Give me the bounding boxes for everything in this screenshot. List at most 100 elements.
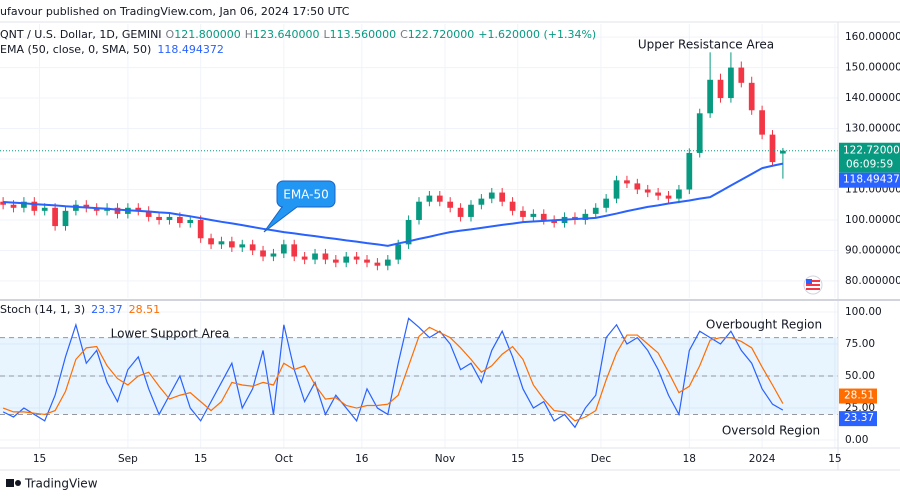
candle-body [135,207,142,211]
candle-body [166,216,173,220]
value-badge-label: 28.51 [844,390,874,402]
x-tick-label: Dec [591,453,612,465]
value-badge [839,411,877,427]
candle-body [655,192,661,196]
candle-body [582,213,589,220]
stoch-line [2,326,784,422]
candle-body [10,204,17,208]
candle-body [395,244,402,260]
publish-note: ufavour published on TradingView.com, Ja… [0,5,350,18]
candle-body [291,244,298,257]
candle-body [322,253,329,260]
candle-body [707,79,713,114]
candle-body [353,256,360,260]
candle-body [270,253,277,257]
candle-body [83,204,90,208]
last-price-label: 122.720000 [843,145,900,157]
y-tick-label: 130.000000 [845,123,900,135]
candle-body [374,262,381,266]
candle-body [644,189,651,193]
flag-icon [803,275,823,295]
annotation: Lower Support Area [111,327,230,341]
ema-price-label: 118.494372 [843,174,900,186]
candle-body [218,241,225,245]
x-tick-label: 16 [355,453,369,465]
stoch-legend: Stoch (14, 1, 3) 23.37 28.51 [0,303,160,316]
annotation: Upper Resistance Area [638,38,774,52]
candle-body [228,241,235,248]
candle-body [551,219,558,224]
candle-body [239,244,246,248]
x-tick-label: 2024 [749,453,776,465]
candle-body [177,216,183,224]
candle-body [686,152,693,190]
candle-body [728,67,734,99]
candle-body [0,201,6,205]
y-tick-label: 150.000000 [845,62,900,74]
candle-body [738,67,745,83]
annotation: EMA-50 [283,188,328,202]
candle-body [613,180,620,199]
candle-body [52,207,58,227]
candle-body [343,256,350,263]
y-tick-label: 50.00 [845,370,875,382]
x-tick-label: 15 [33,453,46,465]
candle-body [696,113,703,153]
y-tick-label: 100.000000 [845,214,900,226]
candle-body [384,259,391,266]
candle-body [676,189,682,199]
candle-body [530,213,537,217]
candle-body [509,201,516,211]
y-tick-label: 160.000000 [845,31,900,43]
candle-body [769,134,776,163]
candle-body [93,207,100,211]
y-tick-label: 140.000000 [845,92,900,104]
candle-body [208,238,214,245]
candle-body [603,198,610,208]
y-tick-label: 90.000000 [845,244,900,256]
x-tick-label: Oct [275,453,293,465]
x-tick-label: 15 [828,453,841,465]
candle-body [499,192,506,202]
candle-body [436,195,443,202]
candle-body [447,201,454,208]
candle-body [592,207,599,214]
candle-body [31,201,38,211]
last-price-badge [839,142,900,173]
candle-body [41,207,48,211]
candle-body [249,244,256,251]
value-badge [839,388,877,404]
y-tick-label: 75.00 [845,338,875,350]
x-tick-label: 15 [194,453,207,465]
value-badge-label: 23.37 [844,412,874,424]
stoch-line [2,317,784,429]
plot [0,52,838,429]
y-tick-label: 100.00 [845,306,882,318]
candle-body [468,204,474,217]
annotation-callout [263,180,336,233]
ema-line [3,162,784,247]
candle-body [478,198,485,205]
candle-body [332,259,339,263]
candle-body [520,210,526,217]
candle-body [312,253,318,260]
candle-body [416,201,422,220]
candle-body [21,201,27,208]
candle-body [62,210,69,227]
candle-body [540,213,547,220]
symbol-legend: QNT / U.S. Dollar, 1D, GEMINI O121.800000… [0,28,596,41]
countdown-label: 06:09:59 [846,159,893,171]
ema-legend: EMA (50, close, 0, SMA, 50) 118.494372 [0,43,224,56]
candle-body [780,150,786,154]
candle-body [156,216,162,220]
y-tick-label: 25.00 [845,402,875,414]
annotation: Oversold Region [722,424,820,438]
candle-body [187,219,194,224]
x-tick-label: Nov [435,453,456,465]
y-tick-label: 0.00 [845,434,868,446]
candle-body [145,210,152,217]
candle-body [405,219,412,245]
candle-body [260,250,266,257]
candle-body [665,195,672,199]
